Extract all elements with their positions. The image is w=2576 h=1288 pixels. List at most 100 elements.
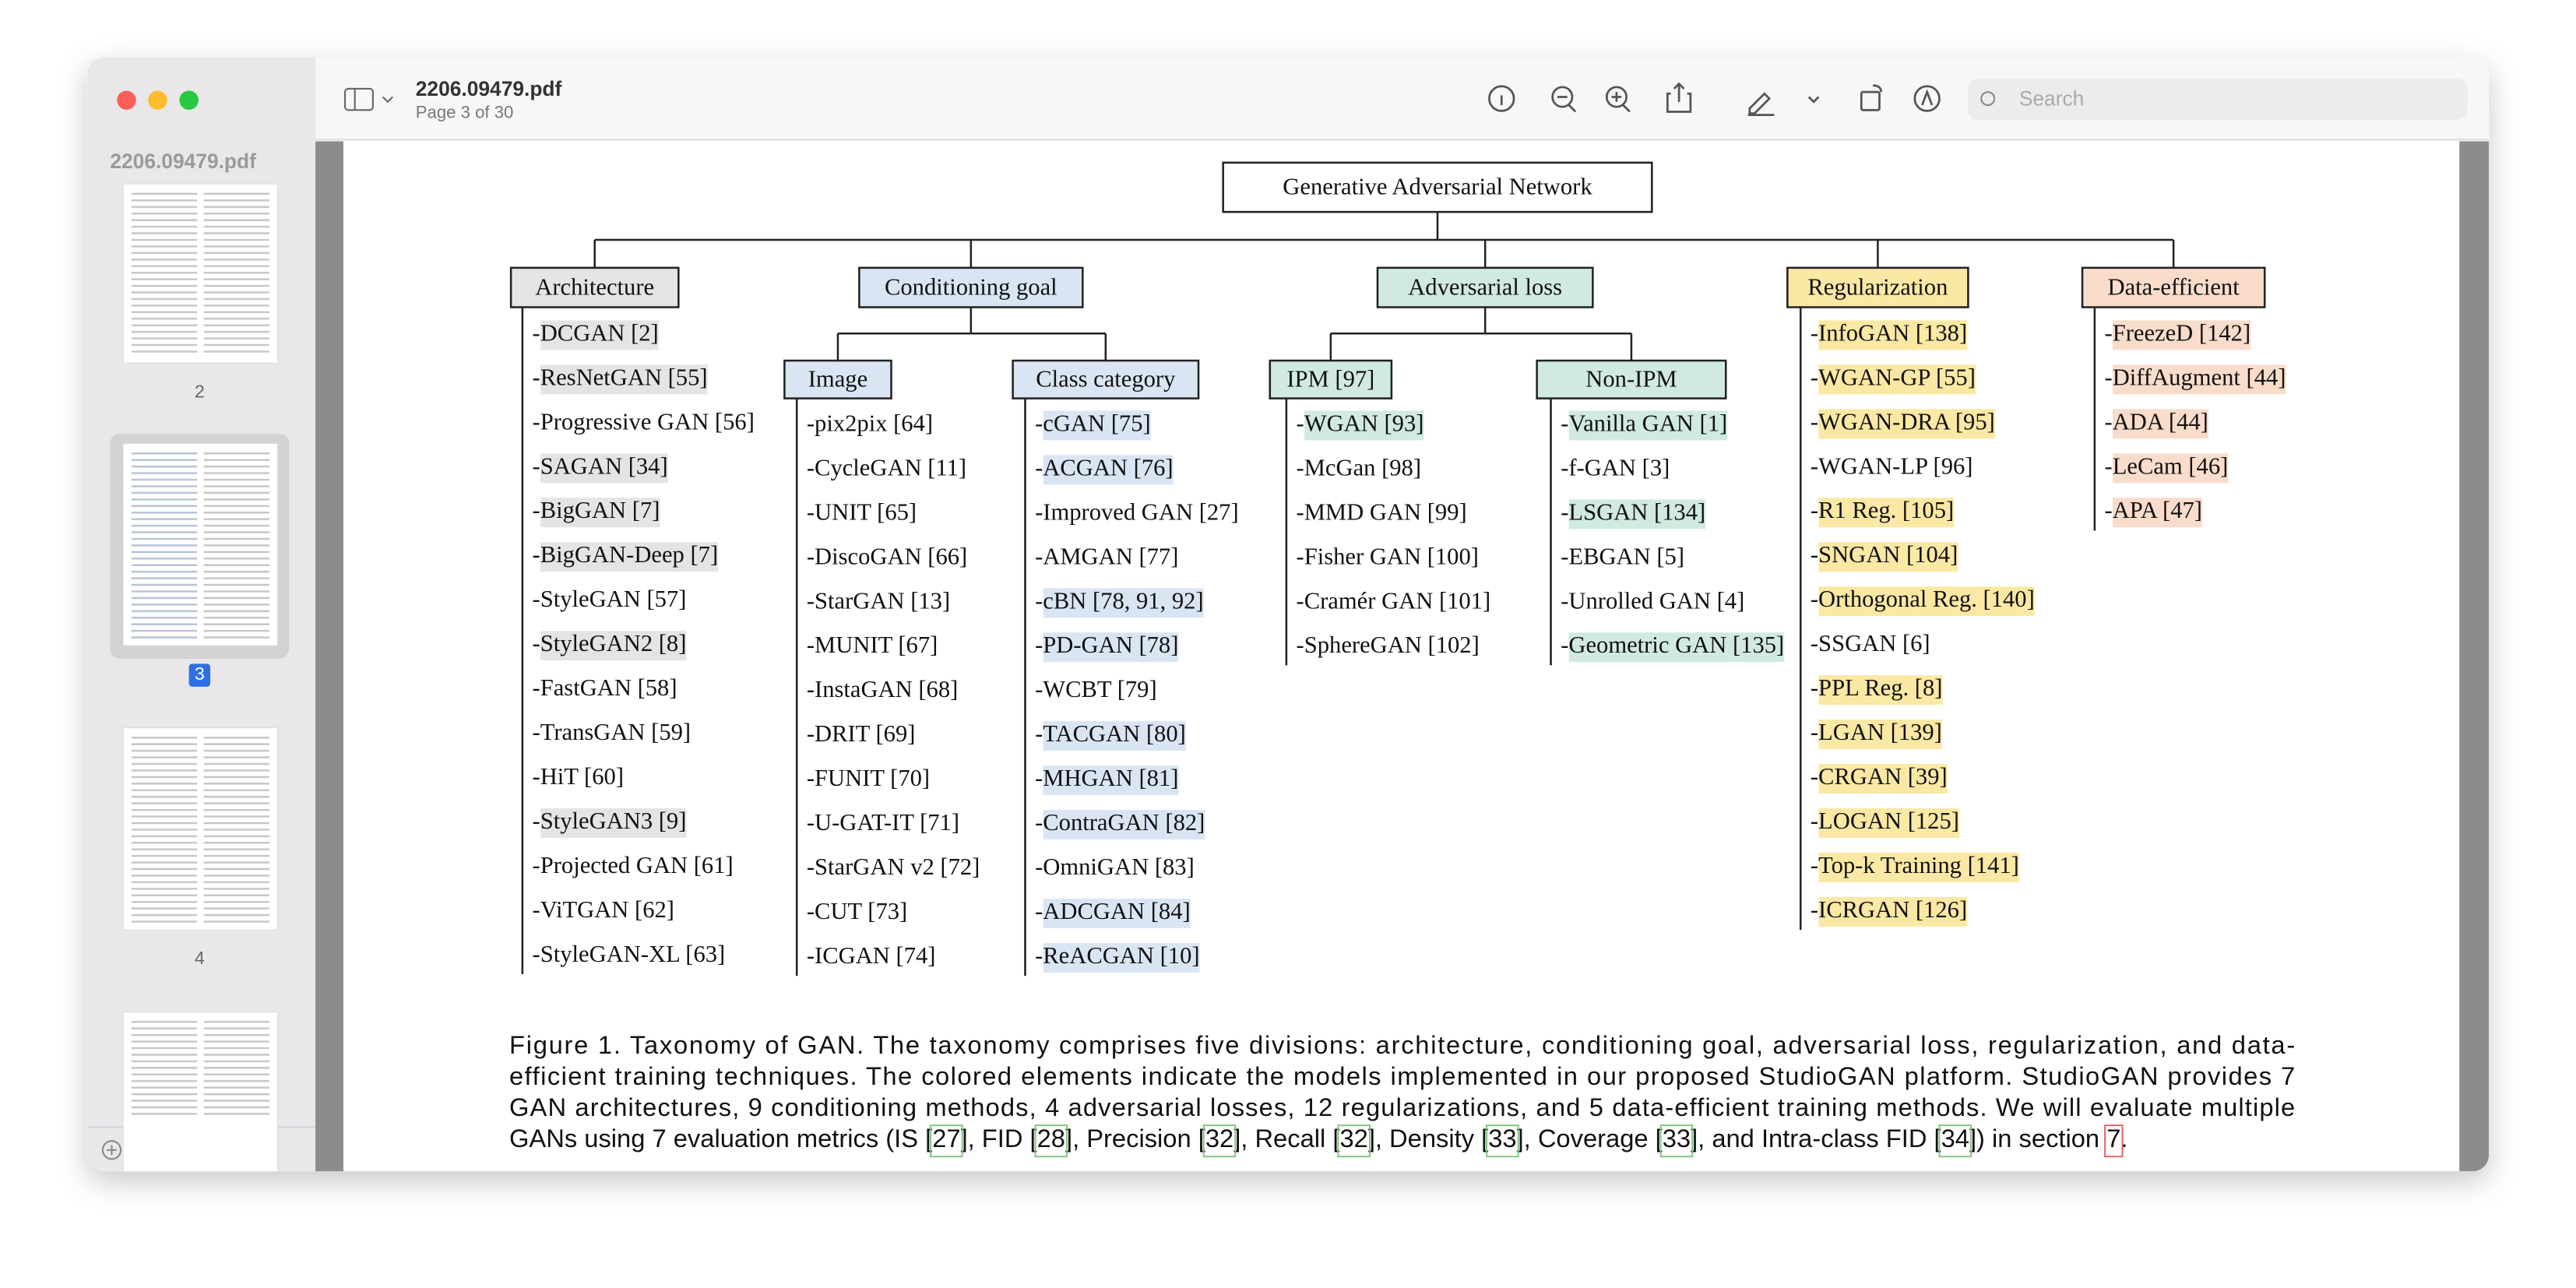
taxonomy-item: -APA [47] (2105, 497, 2202, 523)
division-box (858, 266, 1084, 308)
markup-menu[interactable] (1807, 96, 1820, 104)
subdivision-label: Image (808, 365, 867, 392)
taxonomy-item: -StarGAN v2 [72] (807, 853, 980, 880)
taxonomy-item: -BigGAN [7] (533, 497, 660, 523)
info-button[interactable] (1488, 85, 1515, 112)
taxonomy-item: -ADCGAN [84] (1035, 898, 1191, 924)
pdf-page (343, 141, 2460, 1172)
taxonomy-item: -OmniGAN [83] (1035, 853, 1195, 880)
taxonomy-item: -Unrolled GAN [4] (1561, 587, 1744, 614)
item-highlight (1568, 632, 1785, 663)
zoom-in-button[interactable] (1605, 86, 1631, 113)
taxonomy-item: -BigGAN-Deep [7] (533, 541, 719, 568)
item-highlight (540, 498, 660, 528)
division-box (1786, 266, 1969, 308)
division-label: Regularization (1807, 273, 1948, 300)
item-highlight (1043, 810, 1205, 840)
taxonomy-item: -MHGAN [81] (1035, 765, 1178, 791)
citation-box (2104, 1124, 2124, 1158)
citation-box (1659, 1124, 1694, 1158)
zoom-out-button[interactable] (1551, 86, 1577, 113)
caption-text: ], Coverage [ (1517, 1124, 1663, 1153)
division-label: Conditioning goal (885, 273, 1057, 300)
taxonomy-item: -Projected GAN [61] (533, 852, 734, 878)
root-box (1222, 161, 1653, 213)
subdivision-box (1269, 359, 1393, 399)
taxonomy-item: -ICGAN [74] (807, 942, 936, 969)
taxonomy-item: -DCGAN [2] (533, 319, 659, 346)
taxonomy-item: -Top-k Training [141] (1811, 852, 2019, 878)
taxonomy-item: -LSGAN [134] (1561, 498, 1705, 525)
taxonomy-item: -Improved GAN [27] (1035, 498, 1239, 525)
taxonomy-item: -StyleGAN3 [9] (533, 808, 687, 834)
item-highlight (1568, 499, 1706, 530)
citation-box (1486, 1124, 1519, 1158)
item-highlight (1818, 320, 1968, 350)
item-highlight (1818, 852, 2019, 882)
division-label: Adversarial loss (1408, 273, 1562, 300)
citation-link[interactable]: 27 (932, 1124, 960, 1153)
taxonomy-item: -AMGAN [77] (1035, 543, 1178, 569)
taxonomy-item: -WCBT [79] (1035, 676, 1157, 702)
caption-text: ], FID [ (961, 1124, 1037, 1153)
item-highlight (1043, 410, 1151, 441)
taxonomy-item: -ADA [44] (2105, 408, 2208, 435)
item-highlight (2113, 409, 2208, 439)
item-highlight (540, 808, 687, 838)
caption-text: GANs using 7 evaluation metrics (IS [ (509, 1124, 932, 1153)
taxonomy-item: -WGAN-GP [55] (1811, 364, 1976, 390)
item-highlight (1568, 410, 1728, 441)
share-button[interactable] (1666, 82, 1692, 113)
page-number: 4 (195, 948, 205, 968)
taxonomy-item: -EBGAN [5] (1561, 543, 1684, 569)
caption-line: GANs using 7 evaluation metrics (IS [27]… (509, 1124, 2127, 1153)
taxonomy-item: -SNGAN [104] (1811, 541, 1958, 568)
item-highlight (1818, 409, 1995, 439)
taxonomy-item: -cGAN [75] (1035, 410, 1151, 436)
citation-link[interactable]: 34 (1941, 1124, 1969, 1153)
search-field[interactable] (1968, 79, 2468, 121)
page-number: 2 (195, 381, 205, 401)
close-button[interactable] (117, 90, 136, 110)
sidebar-toggle[interactable] (343, 87, 393, 111)
item-highlight (2113, 498, 2202, 528)
citation-box (1337, 1124, 1371, 1158)
citation-box (1938, 1124, 1972, 1158)
item-highlight (1043, 588, 1204, 618)
taxonomy-item: -LeCam [46] (2105, 452, 2229, 479)
item-highlight (540, 631, 687, 661)
caption-text: ]) in section (1969, 1124, 2106, 1153)
annotate-button[interactable] (1913, 85, 1941, 112)
citation-box (1202, 1124, 1237, 1158)
citation-link[interactable]: 7 (2106, 1124, 2120, 1153)
taxonomy-item: -LOGAN [125] (1811, 808, 1959, 834)
division-box (509, 266, 680, 308)
item-highlight (1043, 455, 1174, 485)
caption-text: ], Density [ (1368, 1124, 1488, 1153)
taxonomy-item: -LGAN [139] (1811, 719, 1942, 745)
rotate-button[interactable] (1860, 84, 1882, 111)
citation-link[interactable]: 28 (1037, 1124, 1065, 1153)
taxonomy-item: -pix2pix [64] (807, 410, 933, 436)
taxonomy-item: -ViTGAN [62] (533, 896, 674, 923)
item-highlight (2113, 453, 2229, 484)
citation-link[interactable]: 32 (1339, 1124, 1367, 1153)
citation-link[interactable]: 32 (1205, 1124, 1233, 1153)
citation-link[interactable]: 33 (1488, 1124, 1516, 1153)
taxonomy-item: -SphereGAN [102] (1297, 632, 1480, 658)
markup-button[interactable] (1747, 92, 1775, 117)
caption-text: ], Recall [ (1233, 1124, 1339, 1153)
caption-text: Figure 1. Taxonomy of GAN. The taxonomy … (509, 1030, 2295, 1059)
add-button[interactable] (101, 1140, 122, 1160)
subdivision-label: Non-IPM (1585, 365, 1677, 392)
add-icon (107, 1145, 117, 1156)
citation-link[interactable]: 33 (1663, 1124, 1691, 1153)
minimize-button[interactable] (148, 90, 167, 110)
item-highlight (1818, 808, 1959, 838)
item-highlight (540, 364, 708, 395)
zoom-button[interactable] (179, 90, 199, 110)
taxonomy-item: -HiT [60] (533, 763, 624, 790)
caption-line: efficient training techniques. The color… (509, 1061, 2295, 1090)
